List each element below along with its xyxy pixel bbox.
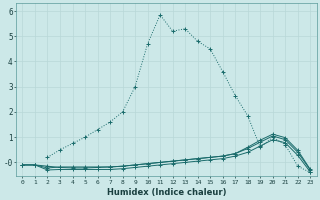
X-axis label: Humidex (Indice chaleur): Humidex (Indice chaleur): [107, 188, 226, 197]
